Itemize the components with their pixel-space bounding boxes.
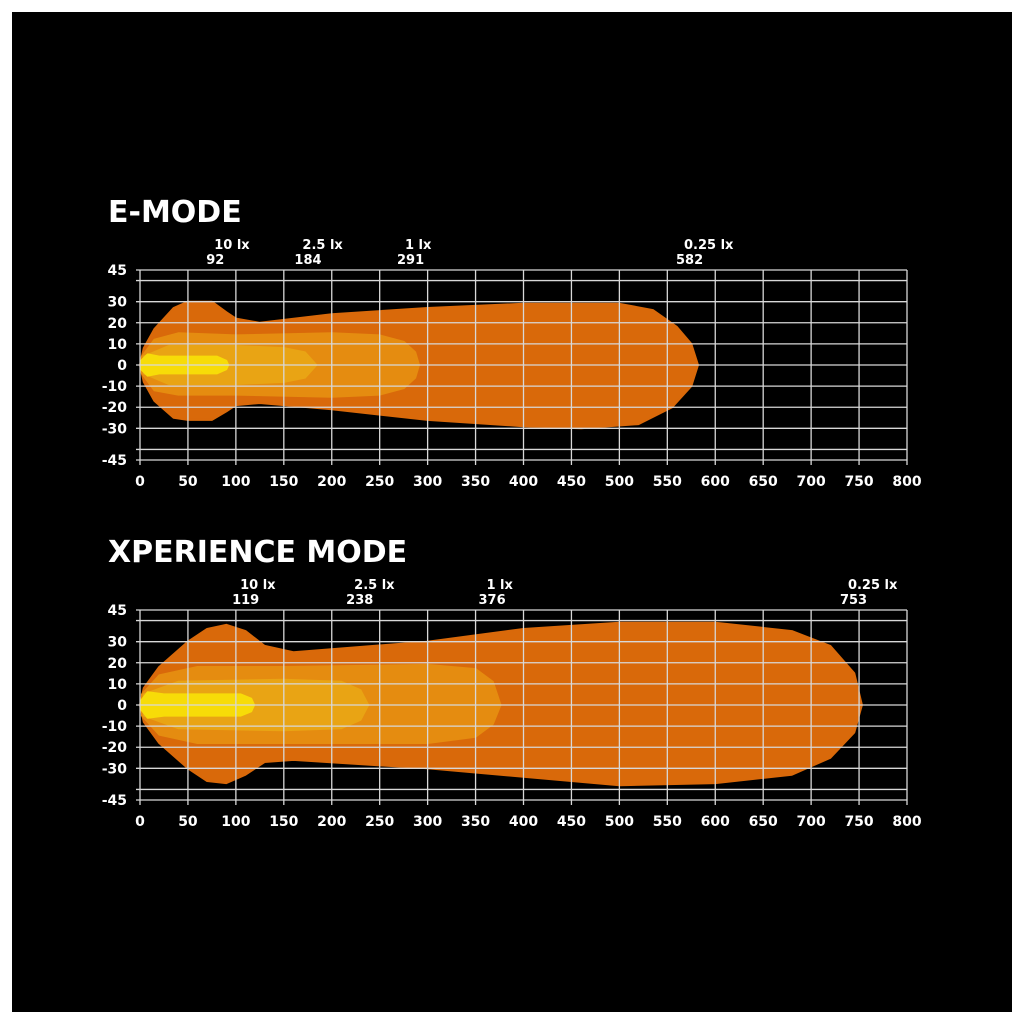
lux-label: 0.25 lx [848, 578, 898, 593]
y-tick-label: 20 [108, 316, 128, 332]
distance-label: 582 [676, 253, 703, 268]
chart-frame [12, 12, 1012, 1012]
x-tick-label: 650 [749, 814, 778, 830]
y-tick-label: -45 [102, 793, 127, 809]
x-tick-label: 550 [653, 814, 682, 830]
y-tick-label: -10 [102, 379, 128, 395]
x-tick-label: 400 [509, 814, 538, 830]
y-tick-label: 30 [108, 635, 128, 651]
distance-label: 291 [397, 253, 424, 268]
x-tick-label: 500 [605, 814, 634, 830]
x-tick-label: 0 [135, 474, 145, 490]
x-tick-label: 250 [365, 814, 394, 830]
x-tick-label: 300 [413, 814, 442, 830]
distance-label: 238 [346, 593, 373, 608]
lux-label: 0.25 lx [684, 238, 734, 253]
chart-title: E-MODE [108, 195, 242, 230]
lux-label: 10 lx [240, 578, 276, 593]
x-tick-label: 600 [701, 474, 730, 490]
x-tick-label: 300 [413, 474, 442, 490]
x-tick-label: 500 [605, 474, 634, 490]
distance-label: 184 [294, 253, 321, 268]
y-tick-label: 30 [108, 295, 128, 311]
x-tick-label: 50 [178, 474, 198, 490]
lux-label: 2.5 lx [302, 238, 343, 253]
x-tick-label: 650 [749, 474, 778, 490]
y-tick-label: -10 [102, 719, 128, 735]
y-tick-label: 20 [108, 656, 128, 672]
y-tick-label: 0 [117, 358, 127, 374]
distance-label: 119 [232, 593, 259, 608]
x-tick-label: 150 [269, 814, 298, 830]
y-tick-label: -30 [102, 421, 128, 437]
distance-label: 92 [206, 253, 224, 268]
x-tick-label: 800 [892, 474, 921, 490]
y-tick-label: 45 [108, 263, 127, 279]
x-tick-label: 350 [461, 474, 490, 490]
chart-title: XPERIENCE MODE [108, 535, 407, 570]
x-tick-label: 100 [221, 474, 250, 490]
y-tick-label: -30 [102, 761, 128, 777]
x-tick-label: 750 [844, 814, 873, 830]
x-tick-label: 450 [557, 474, 586, 490]
distance-label: 376 [478, 593, 505, 608]
y-tick-label: 45 [108, 603, 127, 619]
y-tick-label: -45 [102, 453, 127, 469]
x-tick-label: 400 [509, 474, 538, 490]
y-tick-label: -20 [102, 740, 128, 756]
x-tick-label: 0 [135, 814, 145, 830]
x-tick-label: 750 [844, 474, 873, 490]
x-tick-label: 700 [797, 474, 826, 490]
x-tick-label: 100 [221, 814, 250, 830]
lux-label: 2.5 lx [354, 578, 395, 593]
y-tick-label: 10 [108, 337, 128, 353]
y-tick-label: -20 [102, 400, 128, 416]
x-tick-label: 450 [557, 814, 586, 830]
x-tick-label: 350 [461, 814, 490, 830]
lux-label: 10 lx [214, 238, 250, 253]
lux-label: 1 lx [405, 238, 432, 253]
x-tick-label: 700 [797, 814, 826, 830]
distance-label: 753 [840, 593, 867, 608]
x-tick-label: 200 [317, 474, 346, 490]
x-tick-label: 600 [701, 814, 730, 830]
lux-label: 1 lx [486, 578, 513, 593]
x-tick-label: 800 [892, 814, 921, 830]
y-tick-label: 10 [108, 677, 128, 693]
x-tick-label: 200 [317, 814, 346, 830]
x-tick-label: 150 [269, 474, 298, 490]
x-tick-label: 550 [653, 474, 682, 490]
x-tick-label: 250 [365, 474, 394, 490]
x-tick-label: 50 [178, 814, 198, 830]
y-tick-label: 0 [117, 698, 127, 714]
